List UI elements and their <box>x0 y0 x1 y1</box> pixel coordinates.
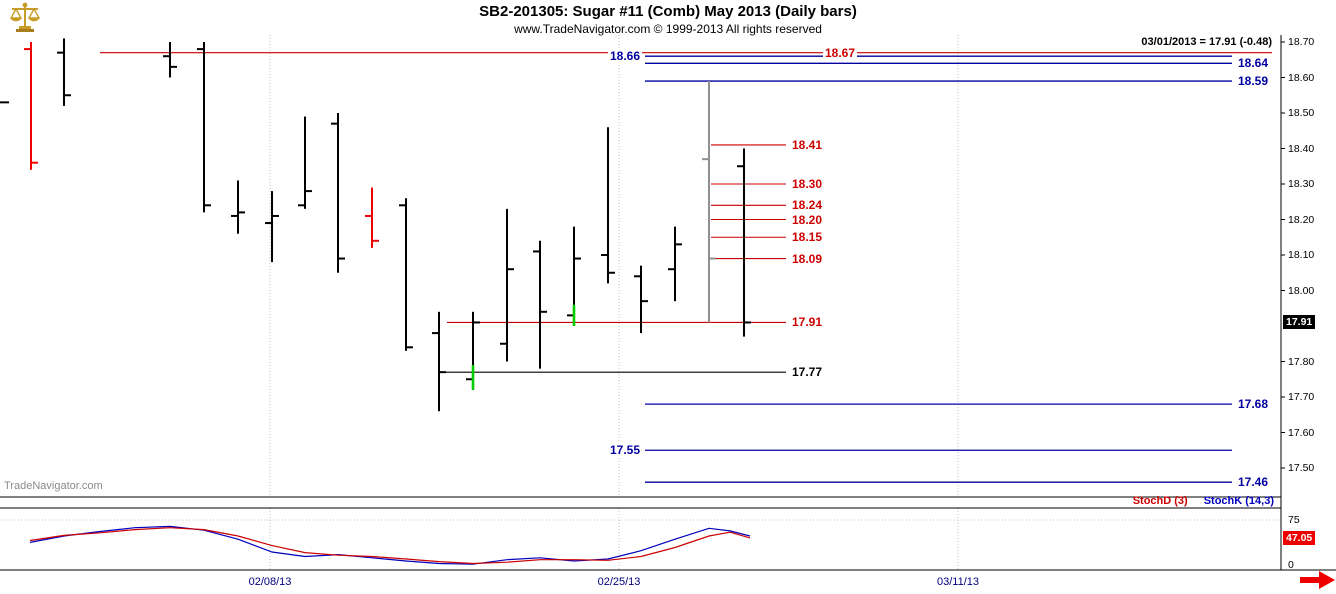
price-axis-tick-label: 17.80 <box>1288 355 1315 368</box>
price-axis-tick-label: 18.40 <box>1288 142 1315 155</box>
price-axis-tick-label: 18.00 <box>1288 284 1315 297</box>
price-axis-tick-label: 18.70 <box>1288 36 1315 48</box>
price-level-label: 18.41 <box>790 137 825 152</box>
price-level-label: 17.68 <box>1236 397 1271 412</box>
scroll-right-arrow-icon[interactable] <box>1298 570 1336 594</box>
price-level-label: 17.55 <box>607 443 642 458</box>
stoch-value-badge: 47.05 <box>1283 531 1316 545</box>
last-price-badge: 17.91 <box>1283 315 1316 329</box>
stoch-k-label[interactable]: StochK (14,3) <box>1203 495 1274 507</box>
price-level-label: 18.20 <box>790 212 825 227</box>
price-axis-tick-label: 18.30 <box>1288 178 1315 190</box>
last-quote-readout: 03/01/2013 = 17.91 (-0.48) <box>1139 36 1274 48</box>
stoch-axis-label: 75 <box>1288 514 1300 526</box>
price-level-label: 17.91 <box>790 315 825 330</box>
price-level-label: 18.59 <box>1236 74 1271 89</box>
price-axis-tick-label: 17.50 <box>1288 462 1315 474</box>
price-level-label: 18.64 <box>1236 56 1271 71</box>
price-level-label: 18.67 <box>822 45 858 60</box>
date-axis-label: 03/11/13 <box>936 576 980 588</box>
price-axis-tick-label: 18.20 <box>1288 213 1315 226</box>
stoch-axis-label: 0 <box>1288 559 1294 571</box>
price-level-label: 17.46 <box>1236 475 1271 490</box>
watermark: TradeNavigator.com <box>4 480 103 492</box>
price-axis-tick-label: 18.60 <box>1288 71 1315 84</box>
price-level-label: 18.30 <box>790 177 825 191</box>
stoch-d-label[interactable]: StochD (3) <box>1132 495 1188 507</box>
price-axis-tick-label: 17.70 <box>1288 391 1315 403</box>
date-axis-label: 02/25/13 <box>597 576 641 588</box>
price-level-label: 18.15 <box>790 230 825 245</box>
price-axis-tick-label: 18.50 <box>1288 107 1315 119</box>
date-axis-label: 02/08/13 <box>248 576 292 588</box>
price-level-label: 18.24 <box>790 198 825 213</box>
price-level-label: 17.77 <box>790 365 825 380</box>
price-level-label: 18.66 <box>607 49 642 64</box>
price-axis-tick-label: 18.10 <box>1288 249 1315 261</box>
stoch-legend: StochD (3) StochK (14,3) <box>1133 495 1274 507</box>
tradenavigator-logo-icon <box>8 1 42 38</box>
price-level-label: 18.09 <box>790 251 825 266</box>
price-axis-tick-label: 17.60 <box>1288 426 1315 439</box>
